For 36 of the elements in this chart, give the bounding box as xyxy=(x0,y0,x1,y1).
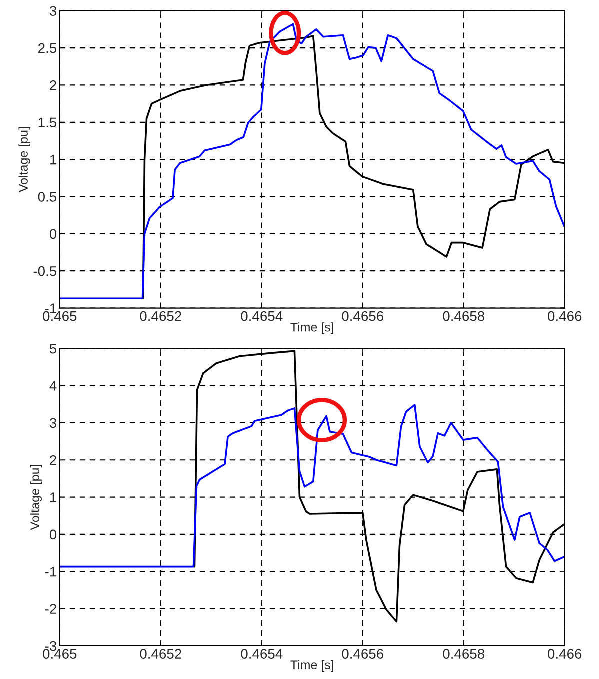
y-tick-label: 4 xyxy=(50,381,57,391)
y-tick-label: -1 xyxy=(45,567,56,577)
y-tick-label: 0 xyxy=(50,229,57,240)
y-tick-label: -0.5 xyxy=(34,266,57,276)
y-tick-label: 1 xyxy=(50,155,56,165)
y-axis-title: Voltage [pu] xyxy=(18,127,30,193)
y-tick-label: 2 xyxy=(50,455,56,466)
x-tick-label: 0.4654 xyxy=(241,649,283,659)
y-tick-label: -1 xyxy=(45,304,56,314)
x-tick-label: 0.4656 xyxy=(342,649,384,659)
line-series xyxy=(60,23,565,300)
x-tick-label: 0.4656 xyxy=(342,311,384,322)
x-axis-title: Time [s] xyxy=(290,660,334,672)
y-tick-label: 2.5 xyxy=(38,43,57,54)
y-tick-label: 2 xyxy=(50,80,56,90)
x-tick-label: 0.4652 xyxy=(140,649,182,659)
x-axis-title: Time [s] xyxy=(290,322,334,334)
y-axis-title: Voltage [pu] xyxy=(30,465,42,530)
y-tick-label: 1.5 xyxy=(38,118,57,128)
x-tick-label: 0.466 xyxy=(548,649,582,659)
y-tick-label: -2 xyxy=(45,604,56,614)
y-tick-label: 0 xyxy=(50,530,57,540)
y-tick-label: 5 xyxy=(50,344,57,354)
x-tick-label: 0.4654 xyxy=(241,311,283,322)
x-tick-label: 0.465 xyxy=(43,311,77,322)
y-tick-label: 1 xyxy=(50,492,56,502)
y-tick-label: 3 xyxy=(50,418,57,428)
x-tick-label: 0.4658 xyxy=(443,311,485,322)
x-tick-label: 0.4658 xyxy=(443,649,485,659)
x-tick-label: 0.466 xyxy=(548,311,582,322)
y-tick-label: -3 xyxy=(45,641,57,652)
x-tick-label: 0.465 xyxy=(43,649,77,659)
x-tick-label: 0.4652 xyxy=(140,311,182,322)
y-tick-label: 0.5 xyxy=(38,192,57,202)
line-series xyxy=(60,404,565,568)
y-tick-label: 3 xyxy=(50,6,57,16)
